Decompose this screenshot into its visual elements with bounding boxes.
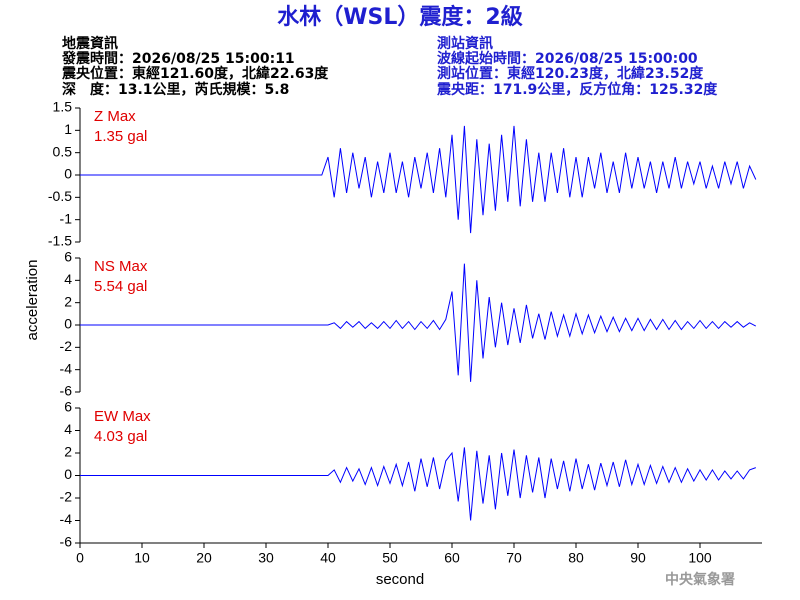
y-axis-label: acceleration	[24, 260, 41, 341]
y-tick-label: 2	[64, 444, 72, 460]
y-tick-label: -2	[60, 489, 73, 505]
y-tick-label: 0	[64, 316, 72, 332]
info: 發震時間：2026/08/25 15:00:11	[61, 50, 295, 67]
info: 測站資訊	[437, 35, 493, 52]
y-tick-label: -6	[60, 383, 73, 399]
y-tick-label: -0.5	[48, 188, 72, 204]
y-tick-label: 0	[64, 166, 72, 182]
y-tick-label: 1.5	[53, 99, 73, 115]
info: 震央位置：東經121.60度，北緯22.63度	[61, 65, 329, 82]
info: 深 度：13.1公里，芮氏規模：5.8	[62, 81, 289, 98]
x-tick-label: 80	[568, 550, 584, 566]
panel-max: 1.35 gal	[94, 128, 147, 145]
panel-label: EW Max	[94, 408, 151, 425]
y-tick-label: 0.5	[53, 143, 73, 159]
waveform	[80, 263, 757, 382]
panel-max: 4.03 gal	[94, 428, 147, 445]
panel-label: NS Max	[94, 258, 148, 275]
y-tick-label: -4	[60, 511, 73, 527]
y-tick-label: -4	[60, 360, 73, 376]
x-tick-label: 20	[196, 550, 212, 566]
y-tick-label: 4	[64, 421, 72, 437]
y-tick-label: 0	[64, 466, 72, 482]
y-tick-label: 2	[64, 293, 72, 309]
waveform	[80, 447, 756, 521]
panel-label: Z Max	[94, 108, 136, 125]
info: 震央距：171.9公里，反方位角：125.32度	[436, 81, 718, 98]
y-tick-label: -1.5	[48, 233, 72, 249]
info: 波線起始時間：2026/08/25 15:00:00	[437, 50, 698, 67]
x-axis-label: second	[376, 571, 424, 588]
y-tick-label: -6	[60, 534, 73, 550]
y-tick-label: 4	[64, 271, 72, 287]
panel-max: 5.54 gal	[94, 278, 147, 295]
y-tick-label: 6	[64, 399, 72, 415]
x-tick-label: 30	[258, 550, 274, 566]
x-tick-label: 100	[688, 550, 712, 566]
footer: 中央氣象署	[665, 571, 735, 588]
y-tick-label: -1	[60, 210, 73, 226]
info: 測站位置：東經120.23度，北緯23.52度	[437, 65, 704, 82]
y-tick-label: -2	[60, 338, 73, 354]
waveform	[80, 125, 757, 234]
x-tick-label: 70	[506, 550, 522, 566]
title: 水林（WSL）震度：2級	[277, 4, 522, 30]
x-tick-label: 40	[320, 550, 336, 566]
x-tick-label: 50	[382, 550, 398, 566]
x-tick-label: 90	[630, 550, 646, 566]
x-tick-label: 0	[76, 550, 84, 566]
info: 地震資訊	[62, 35, 118, 52]
x-tick-label: 10	[134, 550, 150, 566]
y-tick-label: 1	[64, 121, 72, 137]
x-tick-label: 60	[444, 550, 460, 566]
y-tick-label: 6	[64, 249, 72, 265]
